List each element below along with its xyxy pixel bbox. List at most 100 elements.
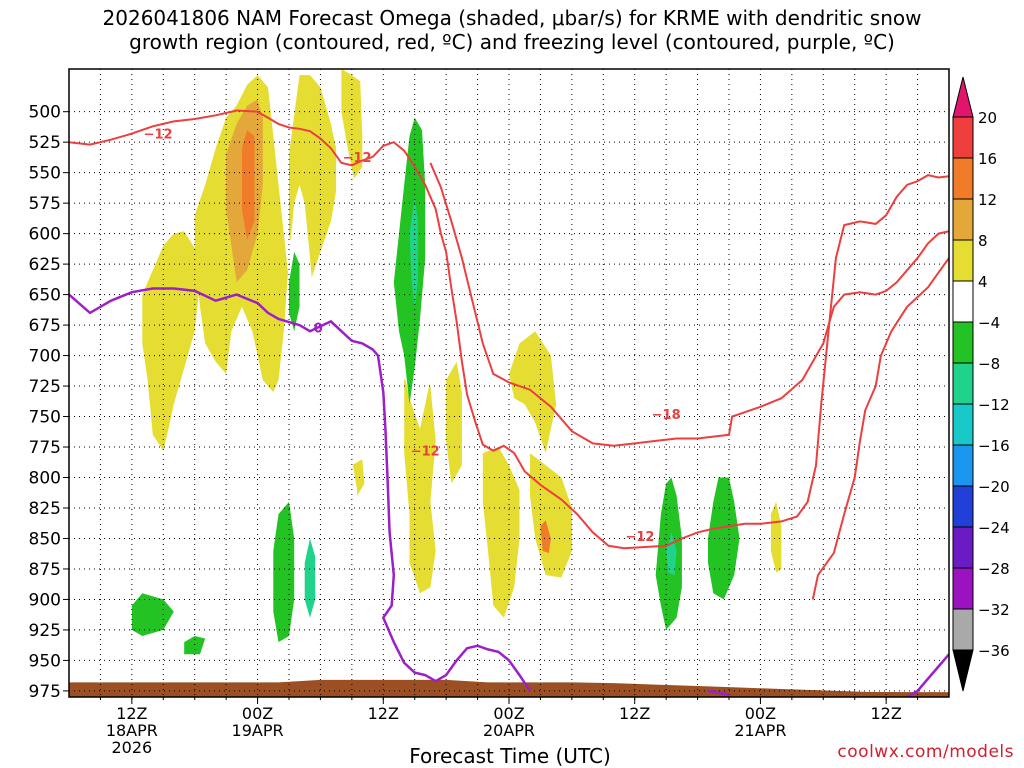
y-tick-label: 650 (29, 286, 61, 306)
x-tick-label: 00Z (242, 704, 273, 723)
colorbar-swatch (952, 362, 974, 405)
colorbar-label: −8 (978, 355, 1000, 373)
omega-region-14 (540, 520, 551, 554)
colorbar-swatch (952, 198, 974, 241)
dgz-contour-lower (429, 162, 949, 447)
omega-region-33 (409, 197, 418, 307)
omega-region-26 (184, 636, 206, 655)
colorbar-swatch (952, 485, 974, 528)
dgz-contour-label: −12 (625, 530, 654, 545)
y-tick-label: 850 (29, 529, 61, 549)
y-tick-label: 550 (29, 164, 61, 184)
y-tick-label: 500 (29, 103, 61, 123)
y-tick-label: 675 (29, 316, 61, 336)
colorbar-label: 8 (978, 232, 988, 250)
freezing-contour-label: 0 (314, 322, 323, 337)
omega-region-28 (289, 251, 300, 332)
omega-region-8 (446, 361, 462, 484)
y-tick-label: 625 (29, 255, 61, 275)
y-tick-label: 800 (29, 469, 61, 489)
x-tick-label: 21APR (734, 721, 786, 740)
freezing-contour (69, 287, 532, 692)
omega-region-32 (304, 538, 316, 618)
colorbar-swatch (952, 321, 974, 364)
dgz-contour-upper (69, 109, 949, 550)
x-tick-label: 00Z (745, 704, 776, 723)
omega-region-11 (530, 453, 572, 578)
dgz-contour-label: −18 (652, 408, 681, 423)
omega-region-27 (273, 501, 295, 643)
y-tick-label: 875 (29, 560, 61, 580)
dgz-contour-label: −12 (144, 128, 173, 143)
colorbar-label: 16 (978, 150, 997, 168)
x-tick-label: 12Z (870, 704, 901, 723)
colorbar-label: 12 (978, 191, 997, 209)
x-tick-label: 19APR (232, 721, 284, 740)
omega-region-24 (907, 629, 949, 691)
omega-region-31 (708, 477, 740, 600)
colorbar-swatch (952, 526, 974, 569)
dgz-contour-right (811, 257, 949, 600)
colorbar-swatch (952, 280, 974, 323)
colorbar-swatch (952, 608, 974, 651)
colorbar-label: 20 (978, 109, 997, 127)
colorbar-swatch (952, 444, 974, 487)
colorbar-top-arrow (952, 76, 974, 118)
y-tick-label: 925 (29, 621, 61, 641)
colorbar-swatch (952, 157, 974, 200)
omega-region-5 (341, 69, 363, 179)
contours: −12 −12 −12 −18 −12 0 (69, 109, 949, 697)
colorbar-bottom-arrow (952, 649, 974, 692)
omega-region-21 (456, 69, 488, 216)
credit-text: coolwx.com/models (837, 742, 1014, 762)
omega-region-22 (467, 562, 478, 588)
x-tick-label: 18APR (106, 721, 158, 740)
x-tick-label: 00Z (493, 704, 524, 723)
colorbar-swatch (952, 239, 974, 282)
grid (69, 69, 949, 697)
y-tick-label: 825 (29, 499, 61, 519)
x-tick-label: 12Z (368, 704, 399, 723)
colorbar: 20 16 12 8 4 −4 −8 −12 −16 −20 −24 −28 −32 −36 (952, 76, 1010, 692)
x-tick-label: 20APR (483, 721, 535, 740)
x-tick-label: 12Z (619, 704, 650, 723)
y-tick-label: 950 (29, 651, 61, 671)
freezing-contour-b (707, 689, 730, 696)
y-tick-label: 750 (29, 408, 61, 428)
colorbar-label: −28 (978, 560, 1010, 578)
y-tick-label: 975 (29, 682, 61, 702)
freezing-contour-c (906, 653, 949, 697)
colorbar-label: −16 (978, 437, 1010, 455)
colorbar-label: −24 (978, 519, 1010, 537)
omega-region-25 (131, 593, 174, 636)
dgz-contour-label: −12 (343, 151, 372, 166)
y-tick-label: 900 (29, 590, 61, 610)
y-tick-label: 725 (29, 377, 61, 397)
omega-region-19 (341, 343, 389, 478)
x-tick-label: 2026 (111, 738, 152, 757)
colorbar-label: 4 (978, 273, 988, 291)
chart-title: 2026041806 NAM Forecast Omega (shaded, μ… (0, 6, 1024, 54)
omega-region-18 (330, 459, 358, 600)
chart-title-line1: 2026041806 NAM Forecast Omega (shaded, μ… (102, 6, 922, 30)
y-tick-label: 775 (29, 438, 61, 458)
omega-region-0 (142, 231, 200, 451)
omega-region-13 (770, 501, 782, 573)
colorbar-label: −20 (978, 478, 1010, 496)
colorbar-label: −4 (978, 314, 1000, 332)
y-tick-label: 575 (29, 194, 61, 214)
colorbar-swatch (952, 403, 974, 446)
colorbar-label: −36 (978, 642, 1010, 660)
x-axis-title: Forecast Time (UTC) (409, 744, 611, 768)
y-tick-label: 700 (29, 347, 61, 367)
omega-region-3 (241, 130, 255, 240)
colorbar-swatch (952, 116, 974, 159)
y-tick-label: 525 (29, 133, 61, 153)
omega-region-29 (393, 117, 426, 405)
y-tick-label: 600 (29, 225, 61, 245)
colorbar-label: −32 (978, 601, 1010, 619)
dgz-contour-label: −12 (411, 445, 440, 460)
colorbar-swatch (952, 567, 974, 610)
chart-title-line2: growth region (contoured, red, ºC) and f… (129, 30, 895, 54)
